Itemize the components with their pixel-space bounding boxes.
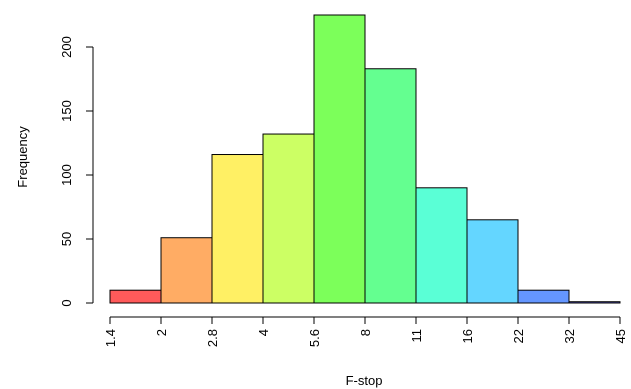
histogram-bar: [364, 68, 417, 304]
x-tick-label: 2: [154, 329, 169, 336]
x-tick-label: 22: [511, 329, 526, 343]
x-tick-label: 45: [613, 329, 628, 343]
y-tick-label: 50: [59, 232, 74, 246]
x-tick-label: 1.4: [103, 329, 118, 347]
x-tick-label: 4: [256, 329, 271, 336]
histogram-bar: [313, 14, 366, 304]
histogram-bar: [568, 301, 621, 304]
bars-group: [109, 14, 621, 304]
x-axis-title: F-stop: [346, 373, 383, 388]
x-tick-label: 16: [460, 329, 475, 343]
histogram-bar: [262, 133, 315, 304]
histogram-bar: [160, 237, 213, 304]
y-tick-label: 100: [59, 164, 74, 186]
x-tick-label: 11: [409, 329, 424, 343]
y-tick-label: 150: [59, 100, 74, 122]
y-tick-label: 200: [59, 36, 74, 58]
histogram-bar: [517, 289, 570, 304]
y-axis: 0 50 100 150 200: [59, 36, 94, 307]
histogram-bar: [415, 187, 468, 304]
histogram-bar: [211, 154, 264, 304]
histogram-bar: [466, 219, 519, 304]
x-axis: 1.4 2 2.8 4 5.6 8 11 16 22 32 45: [103, 316, 628, 347]
x-tick-label: 5.6: [307, 329, 322, 347]
histogram-bar: [109, 289, 162, 304]
x-tick-label: 32: [562, 329, 577, 343]
x-tick-label: 2.8: [205, 329, 220, 347]
y-axis-title: Frequency: [15, 126, 30, 188]
x-tick-label: 8: [358, 329, 373, 336]
y-tick-label: 0: [59, 299, 74, 306]
